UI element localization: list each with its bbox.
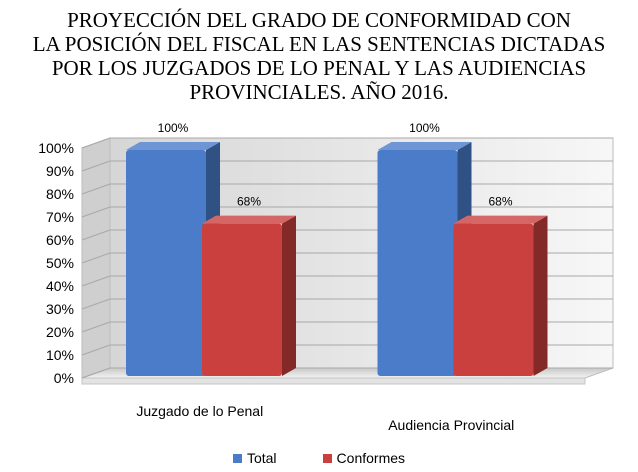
bar-top [126, 142, 220, 150]
bar-front [377, 150, 458, 376]
y-tick-label: 30% [46, 301, 74, 317]
y-tick-label: 40% [46, 278, 74, 294]
floor-edge [81, 377, 586, 385]
y-tick-label: 10% [46, 347, 74, 363]
chart-plot: 0% 10% 20% 30% 40% 50% 60% 70% 80% 90% 100% 100% 68… [38, 121, 614, 433]
legend-label-total: Total [246, 450, 277, 466]
title-line-2: LA POSICIÓN DEL FISCAL EN LAS SENTENCIAS… [32, 32, 606, 56]
legend-item-total: Total [232, 450, 277, 466]
bar-side [533, 215, 548, 376]
gridline [81, 137, 613, 149]
bar-side [282, 215, 296, 376]
data-label: 100% [409, 121, 440, 135]
category-label: Juzgado de lo Penal [136, 403, 263, 419]
bar-front [126, 150, 206, 376]
legend: Total Conformes [0, 450, 638, 466]
bar-top [453, 215, 548, 224]
legend-swatch-conformes [322, 453, 332, 463]
y-tick-label: 100% [38, 140, 74, 156]
bar-conformes-0 [202, 215, 296, 376]
bar-conformes-1 [453, 215, 548, 376]
category-label: Audiencia Provincial [388, 417, 514, 433]
data-label: 100% [158, 121, 189, 135]
y-tick-label: 50% [46, 255, 74, 271]
y-tick-label: 80% [46, 186, 74, 202]
y-tick-label: 60% [46, 232, 74, 248]
data-label: 68% [488, 195, 512, 209]
data-label: 68% [237, 195, 261, 209]
legend-label-conformes: Conformes [336, 450, 406, 466]
y-tick-label: 0% [54, 370, 74, 386]
bar-top [377, 142, 472, 150]
title-line-3: POR LOS JUZGADOS DE LO PENAL Y LAS AUDIE… [51, 56, 587, 80]
y-tick-label: 20% [46, 324, 74, 340]
y-tick-label: 90% [46, 163, 74, 179]
legend-item-conformes: Conformes [322, 450, 406, 466]
bar-top [202, 215, 296, 224]
chart-title: PROYECCIÓN DEL GRADO DE CONFORMIDAD CON … [0, 8, 638, 104]
y-tick-label: 70% [46, 209, 74, 225]
bar-front [453, 223, 534, 376]
bar-front [202, 223, 282, 376]
title-line-1: PROYECCIÓN DEL GRADO DE CONFORMIDAD CON [67, 8, 571, 32]
legend-swatch-total [232, 453, 242, 463]
title-line-4: PROVINCIALES. AÑO 2016. [189, 80, 449, 104]
